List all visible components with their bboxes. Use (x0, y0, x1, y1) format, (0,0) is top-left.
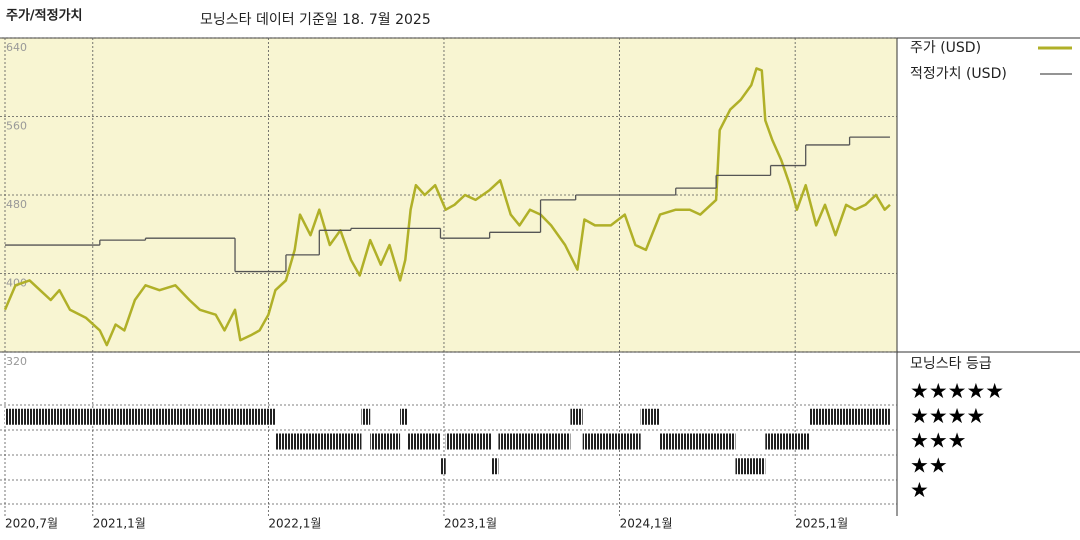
rating-bar (370, 433, 401, 450)
rating-bar (400, 408, 408, 425)
rating-bar (735, 458, 766, 475)
rating-bar (445, 433, 492, 450)
rating-bar (809, 408, 890, 425)
chart-title: 주가/적정가치 (6, 8, 83, 24)
x-tick-label: 2025,1월 (795, 517, 848, 531)
rating-label: ★ (910, 478, 929, 502)
y-tick-label: 480 (6, 198, 27, 211)
legend-label: 주가 (USD) (910, 40, 981, 56)
rating-bar (582, 433, 641, 450)
y-tick-label: 560 (6, 120, 27, 133)
rating-title: 모닝스타 등급 (910, 356, 992, 372)
rating-label: ★★★★★ (910, 379, 1004, 403)
y-tick-label: 320 (6, 355, 27, 368)
rating-bar (491, 458, 499, 475)
chart-subtitle: 모닝스타 데이터 기준일 18. 7월 2025 (200, 12, 431, 28)
rating-bar (361, 408, 371, 425)
x-tick-label: 2021,1월 (93, 517, 146, 531)
rating-label: ★★ (910, 453, 948, 477)
rating-bar (5, 408, 276, 425)
x-tick-label: 2022,1월 (268, 517, 321, 531)
rating-grid (0, 404, 897, 505)
y-tick-label: 640 (6, 41, 27, 54)
rating-bar (640, 408, 660, 425)
rating-bar (498, 433, 571, 450)
rating-bar (659, 433, 736, 450)
x-tick-label: 2024,1월 (620, 517, 673, 531)
rating-bar (440, 458, 446, 475)
x-tick-label: 2023,1월 (444, 517, 497, 531)
rating-bar (765, 433, 810, 450)
legend-label: 적정가치 (USD) (910, 66, 1007, 82)
y-tick-label: 400 (6, 277, 27, 290)
rating-bar (570, 408, 583, 425)
rating-bar (275, 433, 362, 450)
rating-bar (407, 433, 441, 450)
price-line (3, 67, 891, 347)
x-tick-label: 2020,7월 (5, 517, 58, 531)
rating-label: ★★★★ (910, 404, 985, 428)
rating-label: ★★★ (910, 429, 966, 453)
